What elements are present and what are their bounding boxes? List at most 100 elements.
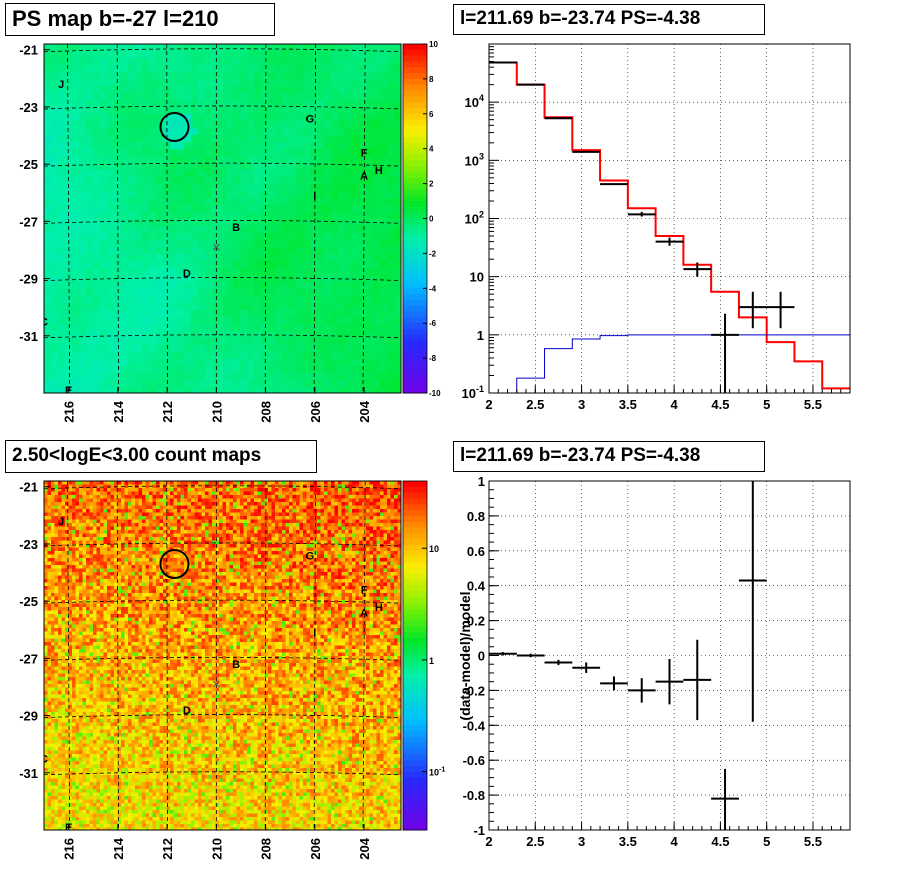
ps-map-colorbar-tick-label: -10 bbox=[429, 389, 441, 398]
count-map-frame bbox=[43, 480, 402, 831]
ps-map-colorbar-segment bbox=[403, 142, 427, 150]
count-map-colorbar-segment bbox=[403, 672, 427, 680]
count-map-colorbar-segment bbox=[403, 707, 427, 715]
count-map-colorbar-segment bbox=[403, 661, 427, 668]
ps-map-lon-grid-line bbox=[362, 44, 366, 393]
count-map-colorbar-segment bbox=[403, 539, 427, 546]
count-map-colorbar-segment bbox=[403, 597, 427, 604]
count-map-source-label-c: C bbox=[40, 753, 48, 765]
ps-map-colorbar-segment bbox=[403, 247, 427, 254]
count-map-lon-tick-label: 210 bbox=[209, 838, 224, 860]
residual-data-point bbox=[516, 653, 545, 658]
residual-data-point bbox=[544, 659, 573, 666]
ps-map-colorbar-segment bbox=[403, 107, 427, 115]
ps-map-lat-grid-line bbox=[44, 105, 401, 110]
ps-map-target-circle bbox=[159, 111, 190, 142]
ps-map-source-label-a: A bbox=[360, 171, 368, 183]
ps-map-colorbar-tick-label: 4 bbox=[429, 145, 434, 154]
count-map-lat-tick-label: -29 bbox=[19, 709, 38, 724]
ps-map-colorbar-segment bbox=[403, 323, 427, 330]
count-map-colorbar: 10 1 10-1 bbox=[402, 480, 445, 831]
count-map-colorbar-segment bbox=[403, 800, 427, 808]
ps-map-colorbar-segment bbox=[403, 334, 427, 342]
ps-map-colorbar-segment bbox=[403, 235, 427, 243]
ps-map-colorbar-tick-label: 0 bbox=[429, 215, 434, 224]
count-map-colorbar-segment bbox=[403, 812, 427, 819]
residual-data-point bbox=[627, 678, 656, 703]
count-map-colorbar-segment bbox=[403, 777, 427, 784]
ps-map-lat-tick-label: -21 bbox=[19, 43, 38, 58]
residual-y-tick-label: 0.2 bbox=[467, 614, 485, 629]
count-map-colorbar-segment bbox=[403, 748, 427, 755]
count-map-lon-grid-line bbox=[264, 481, 267, 830]
count-map-colorbar-segment bbox=[403, 725, 427, 732]
count-map-colorbar-segment bbox=[403, 649, 427, 656]
residual-series bbox=[489, 481, 767, 830]
residual-y-tick-label: 0.4 bbox=[467, 579, 486, 594]
count-map-colorbar-segment bbox=[403, 789, 427, 796]
count-map-axes: -21 -23 -25 -27 -29 -31 216 214 212 210 208 206 204 bbox=[19, 480, 372, 860]
spectrum-axes: 2 2.5 3 3.5 4 4.5 5 5.5 10-1 1 10 102 103 104 bbox=[462, 46, 851, 412]
count-map-colorbar-segment bbox=[403, 760, 427, 767]
residual-x-tick-label: 4.5 bbox=[711, 834, 729, 849]
spectrum-data-point bbox=[766, 291, 795, 329]
ps-map-colorbar-segment bbox=[403, 195, 427, 202]
ps-map-source-label-h: H bbox=[375, 165, 383, 177]
count-map-colorbar-segment bbox=[403, 481, 427, 488]
count-map-heatmap bbox=[44, 481, 401, 830]
residual-data-point bbox=[572, 662, 601, 673]
spectrum-y-tick-label: 103 bbox=[465, 151, 484, 168]
count-map-colorbar-segment bbox=[403, 620, 427, 627]
ps-map-colorbar-segment bbox=[403, 265, 427, 272]
count-map-lat-tick-label: -25 bbox=[19, 594, 38, 609]
count-map-colorbar-segment bbox=[403, 736, 427, 744]
ps-map-colorbar-segment bbox=[403, 230, 427, 237]
ps-map-colorbar-segment bbox=[403, 102, 427, 109]
ps-map-colorbar-segment bbox=[403, 67, 427, 74]
residual-x-tick-label: 3.5 bbox=[619, 834, 637, 849]
ps-map-panel: JGFAHIBDCE -21-23-25-27-29-3121621421221… bbox=[19, 40, 441, 423]
residual-x-tick-label: 5 bbox=[763, 834, 770, 849]
count-map-panel: JGFAHIBDCE -21-23-25-27-29-3121621421221… bbox=[19, 480, 445, 860]
count-map-colorbar-segment bbox=[403, 754, 427, 761]
ps-map-frame bbox=[43, 43, 402, 394]
count-map-source-label-f: F bbox=[361, 585, 368, 597]
count-map-colorbar-segment bbox=[403, 603, 427, 610]
ps-map-source-label-g: G bbox=[306, 113, 315, 125]
count-map-lat-grid-line bbox=[44, 599, 401, 604]
residual-y-tick-label: -0.2 bbox=[463, 683, 485, 698]
residual-y-axis-label: (data-model)/model bbox=[457, 591, 473, 720]
ps-map-colorbar-segment bbox=[403, 340, 427, 347]
spectrum-data-point bbox=[738, 291, 767, 329]
count-map-colorbar-segment bbox=[403, 696, 427, 703]
count-map-colorbar-segment bbox=[403, 510, 427, 517]
count-map-colorbar-segment bbox=[403, 678, 427, 686]
count-map-colorbar-segment bbox=[403, 783, 427, 790]
residual-data-point bbox=[738, 481, 767, 722]
count-map-colorbar-segment bbox=[403, 486, 427, 494]
ps-map-lon-tick-label: 204 bbox=[357, 400, 372, 422]
count-map-source-label-g: G bbox=[306, 550, 315, 562]
ps-map-colorbar-segment bbox=[403, 375, 427, 382]
count-map-colorbar-segment bbox=[403, 568, 427, 575]
ps-map-lon-grid-line bbox=[264, 44, 267, 393]
ps-map-source-label-i: I bbox=[313, 191, 316, 203]
count-map-colorbar-segment bbox=[403, 713, 427, 720]
ps-map-colorbar-segment bbox=[403, 125, 427, 132]
count-map-colorbar-segment bbox=[403, 824, 427, 831]
ps-map-colorbar-segment bbox=[403, 55, 427, 62]
count-map-lat-tick-label: -27 bbox=[19, 651, 38, 666]
ps-map-colorbar-segment bbox=[403, 276, 427, 283]
residual-data-point bbox=[683, 639, 712, 721]
count-map-colorbar-segment bbox=[403, 643, 427, 651]
ps-map-lat-grid-line bbox=[44, 277, 401, 281]
ps-map-lat-grid-line bbox=[44, 219, 401, 224]
ps-map-source-label-d: D bbox=[183, 268, 191, 280]
ps-map-colorbar-segment bbox=[403, 270, 427, 278]
count-map-lat-grid-line bbox=[44, 714, 401, 718]
count-map-colorbar-segment bbox=[403, 608, 427, 616]
count-map-colorbar-segment bbox=[403, 766, 427, 773]
ps-map-colorbar-segment bbox=[403, 171, 427, 179]
ps-map-lon-grid-line bbox=[313, 44, 316, 393]
ps-map-source-label-c: C bbox=[40, 316, 48, 328]
